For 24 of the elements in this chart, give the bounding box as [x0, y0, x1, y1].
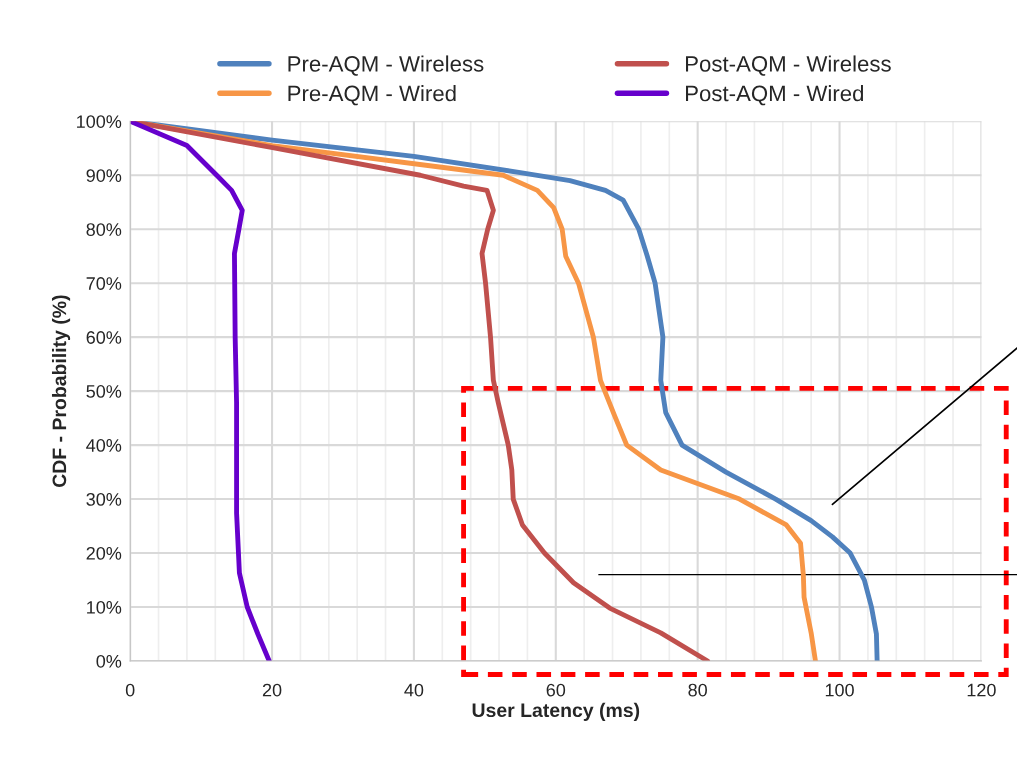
- x-tick-label: 100: [825, 683, 854, 697]
- legend-label: Post-AQM - Wired: [686, 85, 864, 106]
- x-tick-label: 80: [688, 683, 707, 697]
- y-tick-label: 10%: [87, 600, 122, 614]
- y-tick-label: 30%: [86, 493, 122, 506]
- y-tick-label: 100%: [77, 115, 122, 128]
- y-tick-label: 0%: [96, 654, 122, 668]
- y-tick-label: 70%: [86, 277, 122, 290]
- y-tick-label: 20%: [86, 546, 122, 560]
- y-tick-label: 50%: [86, 385, 122, 398]
- y-axis-title: CDF - Probability (%): [51, 295, 71, 488]
- y-tick-label: 90%: [86, 169, 122, 182]
- y-tick-label: 80%: [86, 223, 122, 236]
- x-axis-title: User Latency (ms): [472, 702, 640, 721]
- legend-label: Pre-AQM - Wireless: [288, 55, 484, 76]
- x-tick-label: 60: [546, 683, 566, 697]
- y-tick-label: 40%: [86, 439, 122, 452]
- x-tick-label: 40: [404, 683, 424, 697]
- legend-label: Post-AQM - Wireless: [686, 55, 891, 76]
- x-tick-label: 0: [125, 683, 135, 697]
- y-tick-label: 60%: [86, 331, 122, 344]
- legend-label: Pre-AQM - Wired: [288, 85, 456, 106]
- x-tick-label: 120: [967, 683, 996, 697]
- x-tick-label: 20: [262, 683, 282, 697]
